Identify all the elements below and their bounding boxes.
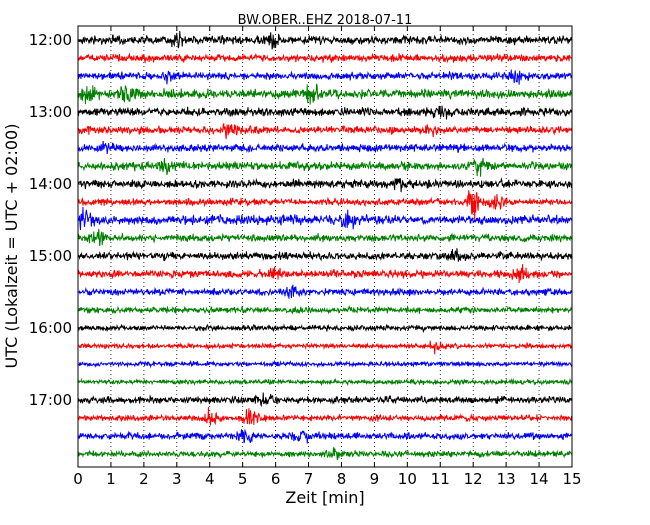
- seismic-trace: [77, 305, 573, 315]
- x-tick-label: 8: [337, 470, 347, 488]
- seismic-trace: [77, 157, 573, 177]
- seismic-trace: [77, 52, 573, 64]
- seismic-trace: [77, 392, 573, 408]
- x-tick-label: 0: [73, 470, 83, 488]
- seismic-trace: [77, 176, 573, 193]
- y-tick-label: 15:00: [29, 247, 72, 265]
- seismic-trace: [77, 228, 573, 247]
- seismic-trace: [77, 264, 573, 284]
- seismic-trace: [77, 123, 573, 140]
- grid-lines: [77, 26, 573, 467]
- x-tick-label: 4: [205, 470, 215, 488]
- y-tick-label: 13:00: [29, 103, 72, 121]
- seismic-trace: [77, 83, 573, 105]
- seismic-trace: [77, 323, 573, 334]
- seismic-trace: [77, 429, 573, 444]
- x-tick-label: 5: [238, 470, 248, 488]
- x-tick-label: 12: [464, 470, 483, 488]
- x-tick-label: 7: [304, 470, 314, 488]
- x-tick-label: 2: [139, 470, 149, 488]
- seismic-trace: [77, 359, 573, 369]
- x-tick-label: 15: [562, 470, 581, 488]
- x-tick-label: 3: [172, 470, 182, 488]
- seismic-traces: [77, 31, 573, 461]
- x-tick-label: 13: [497, 470, 516, 488]
- x-tick-label: 11: [431, 470, 450, 488]
- seismic-trace: [77, 69, 573, 85]
- seismic-trace: [77, 340, 573, 355]
- seismic-trace: [77, 31, 573, 50]
- y-tick-label: 14:00: [29, 175, 72, 193]
- seismic-trace: [77, 190, 573, 221]
- plot-frame: [77, 25, 573, 468]
- x-tick-label: 14: [530, 470, 549, 488]
- seismic-trace: [77, 284, 573, 299]
- y-axis-label: UTC (Lokalzeit = UTC + 02:00): [2, 124, 21, 369]
- x-tick-label: 1: [106, 470, 116, 488]
- y-tick-label: 16:00: [29, 319, 72, 337]
- seismic-trace: [77, 140, 573, 155]
- y-tick-label: 17:00: [29, 391, 72, 409]
- seismic-trace: [77, 207, 573, 231]
- seismic-trace: [77, 407, 573, 426]
- axis-ticks: 0 1 2 3 4 5 6 7 8 9 10 11 12 13 14 1512:0013:0014:0015:…: [29, 26, 582, 488]
- seismic-trace: [77, 377, 573, 387]
- x-axis-label: Zeit [min]: [285, 488, 364, 507]
- chart-title: BW.OBER..EHZ 2018-07-11: [238, 13, 413, 28]
- x-tick-label: 10: [398, 470, 417, 488]
- x-tick-label: 6: [271, 470, 281, 488]
- x-tick-label: 9: [370, 470, 380, 488]
- y-tick-label: 12:00: [29, 31, 72, 49]
- seismic-trace: [77, 105, 573, 120]
- seismic-trace: [77, 248, 573, 262]
- seismic-trace: [77, 447, 573, 461]
